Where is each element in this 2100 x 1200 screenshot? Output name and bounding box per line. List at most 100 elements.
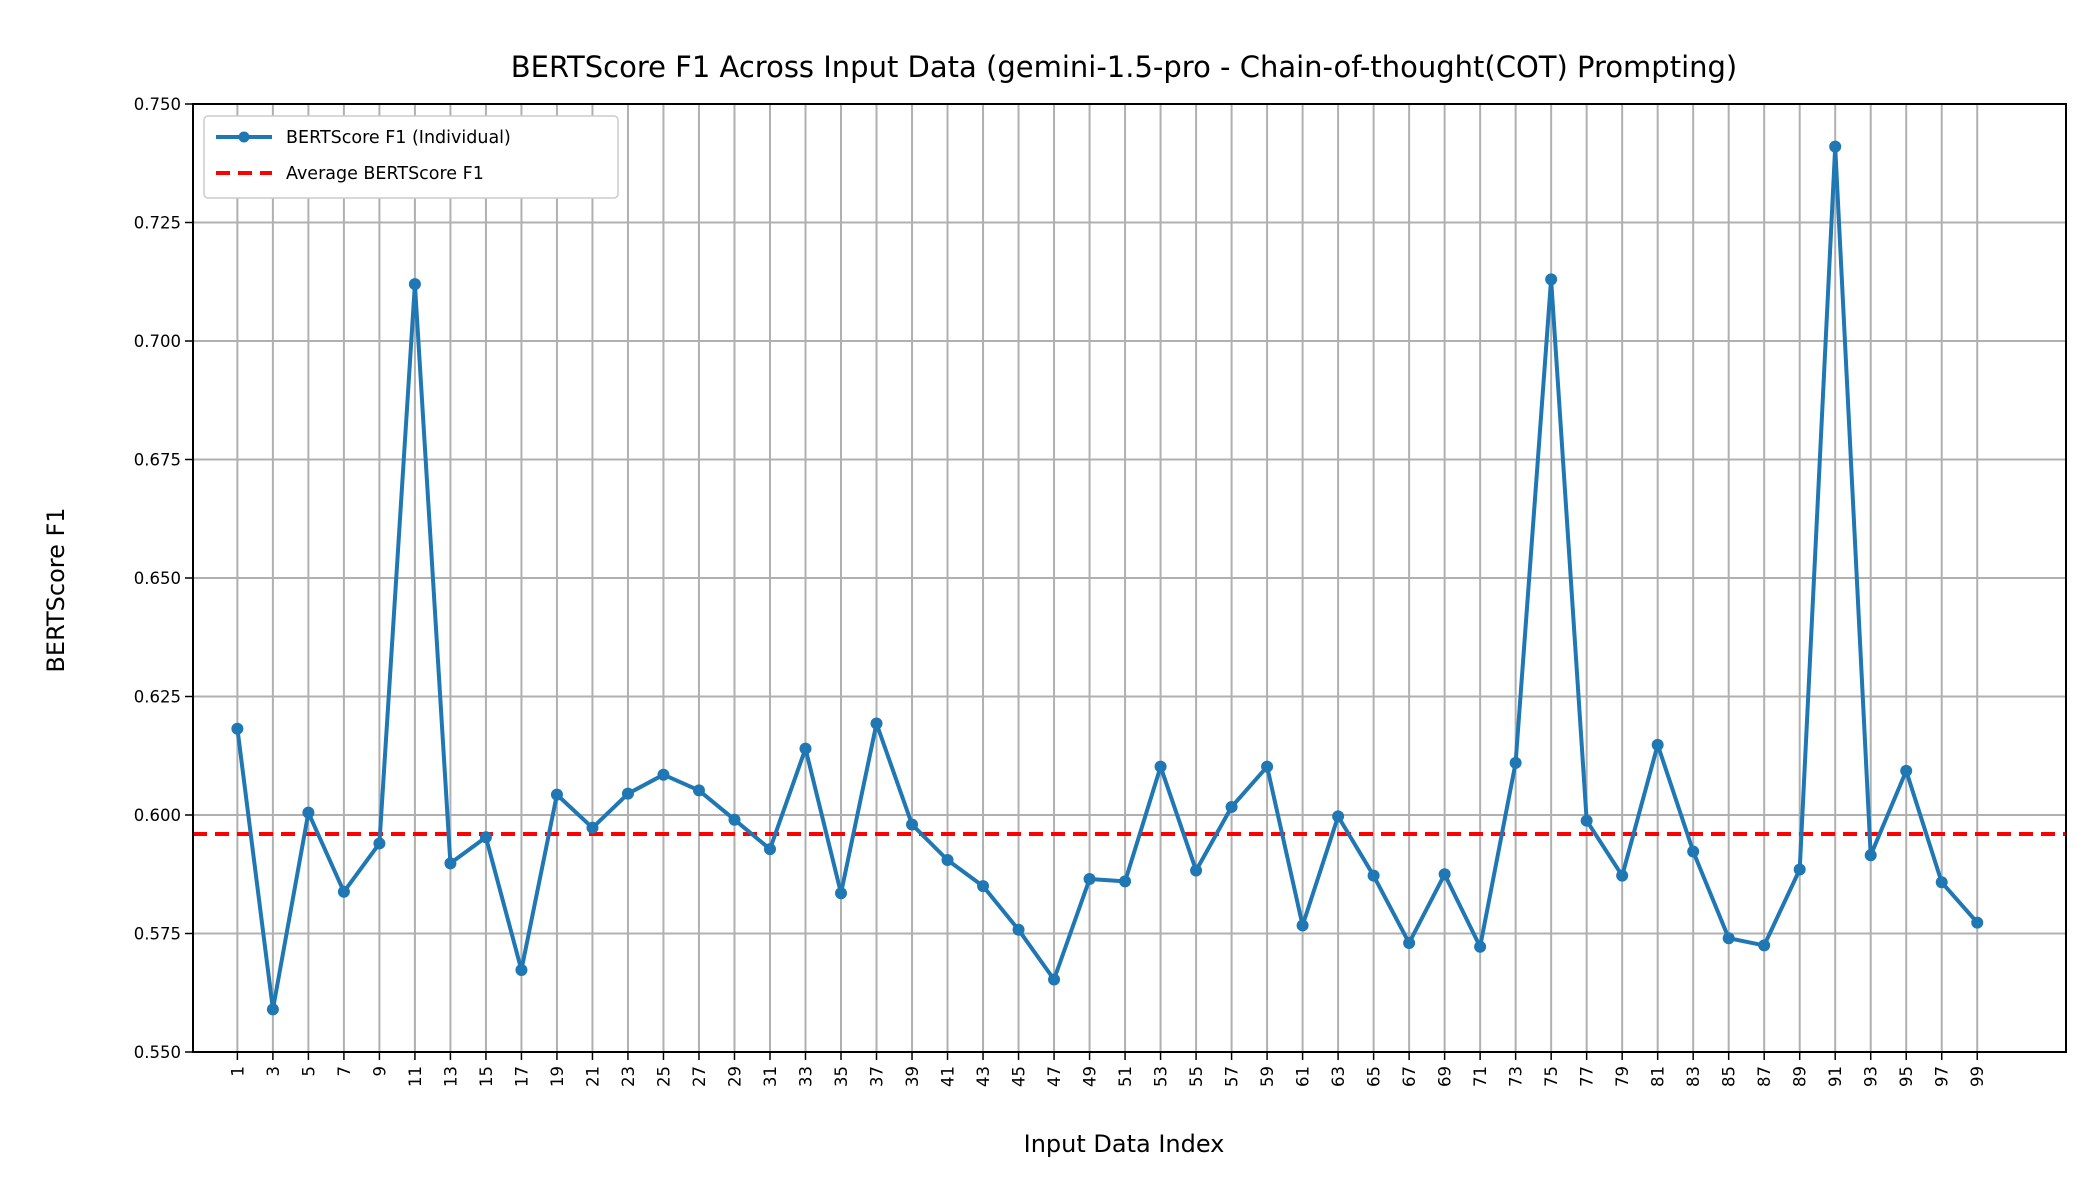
x-tick-label: 21 (583, 1066, 602, 1087)
data-point (977, 880, 990, 893)
chart-title: BERTScore F1 Across Input Data (gemini-1… (511, 50, 1738, 84)
data-point (586, 821, 599, 834)
data-point (515, 963, 528, 976)
data-point (941, 854, 954, 867)
data-point (266, 1003, 279, 1016)
x-tick-label: 33 (796, 1066, 815, 1087)
data-point (1509, 756, 1522, 769)
legend-series-marker (238, 131, 250, 143)
x-tick-label: 73 (1507, 1066, 1526, 1087)
x-tick-label: 63 (1329, 1066, 1348, 1087)
series-line (235, 144, 1979, 1012)
x-tick-label: 5 (299, 1066, 318, 1077)
data-point (373, 837, 386, 850)
data-point (1474, 940, 1487, 953)
x-tick-label: 37 (868, 1066, 887, 1087)
data-point (302, 806, 315, 819)
data-point (1048, 973, 1061, 986)
x-tick-label: 91 (1826, 1066, 1845, 1087)
data-point (728, 813, 741, 826)
x-tick-label: 19 (548, 1066, 567, 1087)
data-point (1935, 876, 1948, 889)
x-tick-label: 99 (1968, 1066, 1987, 1087)
data-point (1864, 849, 1877, 862)
data-point (1580, 814, 1593, 827)
data-point (1190, 864, 1203, 877)
y-tick-label: 0.650 (134, 569, 181, 588)
data-point (1154, 760, 1167, 773)
x-tick-label: 35 (832, 1066, 851, 1087)
x-tick-label: 65 (1365, 1066, 1384, 1087)
x-tick-label: 39 (903, 1066, 922, 1087)
x-tick-label: 61 (1294, 1066, 1313, 1087)
x-axis: 1 3 5 7 9 11 13 15 17 19 21 23 25 27 29 31 33 35 37 39 41 43 4… (228, 1052, 1987, 1087)
x-axis-label: Input Data Index (1024, 1130, 1225, 1158)
x-tick-label: 55 (1187, 1066, 1206, 1087)
x-tick-label: 7 (335, 1066, 354, 1077)
x-tick-label: 81 (1649, 1066, 1668, 1087)
x-tick-label: 45 (1010, 1066, 1029, 1087)
legend-label-series: BERTScore F1 (Individual) (286, 128, 511, 148)
data-point (1758, 939, 1771, 952)
data-point (906, 818, 919, 831)
data-point (835, 887, 848, 900)
y-tick-label: 0.725 (134, 214, 181, 233)
data-point (1438, 868, 1451, 881)
data-point (1793, 863, 1806, 876)
data-point (657, 768, 670, 781)
x-tick-label: 93 (1862, 1066, 1881, 1087)
x-tick-label: 15 (477, 1066, 496, 1087)
data-point (1367, 869, 1380, 882)
y-tick-label: 0.675 (134, 451, 181, 470)
data-point (1012, 923, 1025, 936)
data-point (621, 787, 634, 800)
x-tick-label: 87 (1755, 1066, 1774, 1087)
x-tick-label: 25 (654, 1066, 673, 1087)
data-point (1119, 875, 1132, 888)
data-point (763, 843, 776, 856)
x-tick-label: 85 (1720, 1066, 1739, 1087)
x-tick-label: 95 (1897, 1066, 1916, 1087)
x-tick-label: 43 (974, 1066, 993, 1087)
x-tick-label: 17 (512, 1066, 531, 1087)
data-point (1261, 760, 1274, 773)
data-point (692, 784, 705, 797)
data-point (799, 742, 812, 755)
y-tick-label: 0.575 (134, 925, 181, 944)
x-tick-label: 29 (725, 1066, 744, 1087)
y-axis: 0.550 0.575 0.600 0.625 0.650 0.675 0.700 0.725… (134, 95, 193, 1062)
series-group (231, 140, 1984, 1016)
x-tick-label: 79 (1613, 1066, 1632, 1087)
data-point (1616, 869, 1629, 882)
data-point (444, 857, 457, 870)
legend-label-average: Average BERTScore F1 (286, 164, 484, 184)
data-point (408, 278, 421, 291)
x-tick-label: 67 (1400, 1066, 1419, 1087)
y-tick-label: 0.750 (134, 95, 181, 114)
x-tick-label: 31 (761, 1066, 780, 1087)
x-tick-label: 11 (406, 1066, 425, 1087)
data-point (1332, 810, 1345, 823)
x-tick-label: 27 (690, 1066, 709, 1087)
x-tick-label: 23 (619, 1066, 638, 1087)
y-tick-label: 0.600 (134, 806, 181, 825)
legend-box (203, 115, 619, 199)
x-tick-label: 41 (939, 1066, 958, 1087)
x-tick-label: 71 (1471, 1066, 1490, 1087)
x-tick-label: 97 (1933, 1066, 1952, 1087)
x-tick-label: 3 (264, 1066, 283, 1077)
data-point (479, 831, 492, 844)
x-tick-label: 9 (370, 1066, 389, 1077)
x-tick-label: 69 (1436, 1066, 1455, 1087)
x-tick-label: 83 (1684, 1066, 1703, 1087)
y-tick-label: 0.625 (134, 688, 181, 707)
data-point (1829, 140, 1842, 153)
data-point (550, 788, 563, 801)
data-point (870, 717, 883, 730)
data-point (1687, 845, 1700, 858)
data-point (1296, 919, 1309, 932)
plot-frame (192, 103, 2067, 1053)
x-tick-label: 47 (1045, 1066, 1064, 1087)
data-point (1651, 738, 1664, 751)
